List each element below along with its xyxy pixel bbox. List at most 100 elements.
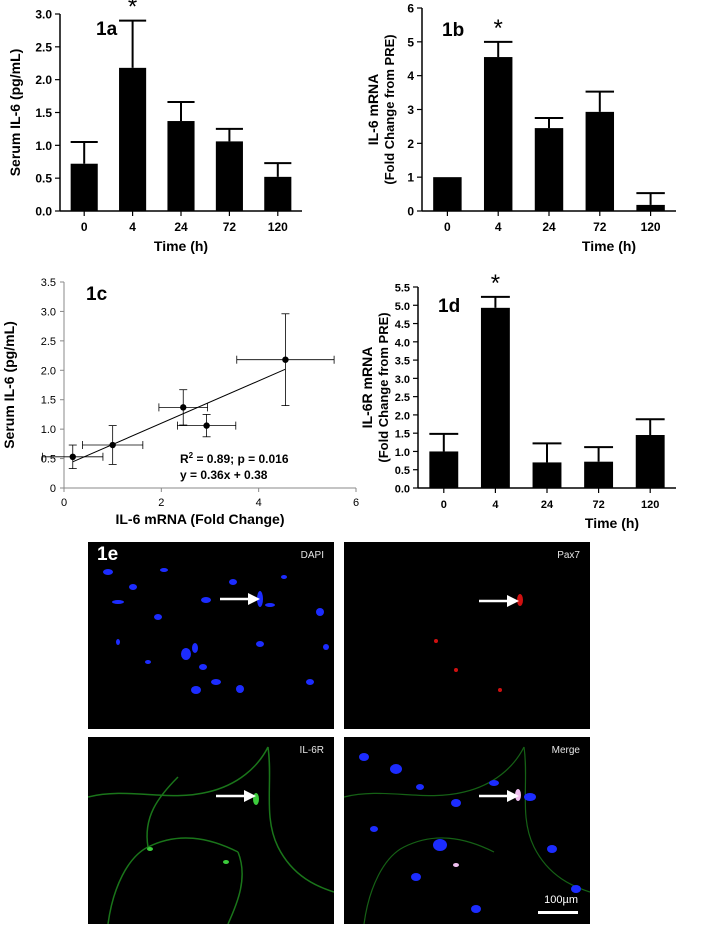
y-tick-label: 1.5 <box>41 395 56 407</box>
y-tick-label: 5 <box>407 35 414 49</box>
y-tick-label: 5.5 <box>395 283 410 295</box>
il6r-signal <box>88 746 334 924</box>
x-tick-label: 120 <box>641 499 659 511</box>
fit-annotation-r2: R2 = 0.89; p = 0.016 <box>180 451 289 466</box>
significance-star: * <box>491 270 500 297</box>
y-tick-label: 1.5 <box>395 429 410 441</box>
arrow-icon <box>220 593 260 605</box>
data-point <box>203 422 210 429</box>
y-tick-label: 0 <box>407 205 414 219</box>
y-axis-label: IL-6 mRNA <box>365 74 381 146</box>
panel-label: 1c <box>86 284 108 305</box>
bar <box>635 435 665 488</box>
fit-annotation-equation: y = 0.36x + 0.38 <box>180 468 268 482</box>
panel-label: 1d <box>438 296 460 317</box>
y-tick-label: 1.0 <box>35 139 52 153</box>
y-tick-label: 2.5 <box>41 336 56 348</box>
micrograph-il6r: IL-6R <box>88 737 334 924</box>
x-tick-label: 24 <box>541 499 554 511</box>
bar <box>119 67 147 211</box>
bar <box>429 451 459 488</box>
pax7-signal <box>434 594 523 692</box>
x-tick-label: 120 <box>268 220 288 234</box>
x-tick-label: 24 <box>542 220 556 234</box>
significance-star: * <box>128 0 137 21</box>
x-tick-label: 4 <box>256 497 262 509</box>
y-tick-label: 2.5 <box>395 392 410 404</box>
bar <box>264 176 292 211</box>
x-tick-label: 24 <box>174 220 188 234</box>
x-tick-label: 72 <box>223 220 237 234</box>
y-tick-label: 2.5 <box>35 40 52 54</box>
y-tick-label: 1.0 <box>395 447 410 459</box>
chart-1c: 0 0.5 1.0 1.5 2.0 2.5 3.0 3.5 0 2 4 6 R2 = 0.89; p =… <box>1 277 359 527</box>
chart-1a: 0.0 0.5 1.0 1.5 2.0 2.5 3.0 0 * 4 24 72 120 Time (h) S… <box>7 0 302 254</box>
x-tick-label: 4 <box>129 220 136 234</box>
x-tick-label: 72 <box>593 220 607 234</box>
y-tick-label: 4.0 <box>395 337 410 349</box>
panel-label: 1a <box>96 19 118 40</box>
bar <box>584 461 614 488</box>
y-axis-label-2: (Fold Change from PRE) <box>376 312 391 462</box>
y-tick-label: 0.5 <box>395 465 410 477</box>
y-tick-label: 6 <box>407 2 414 16</box>
dapi-nuclei <box>103 568 329 694</box>
y-tick-label: 0 <box>50 483 56 495</box>
y-axis-label: Serum IL-6 (pg/mL) <box>7 49 23 177</box>
y-axis-label: Serum IL-6 (pg/mL) <box>1 321 17 449</box>
tile-label-dapi: DAPI <box>300 550 324 561</box>
y-tick-label: 0.0 <box>35 205 52 219</box>
x-tick-label: 0 <box>61 497 67 509</box>
y-tick-label: 3.5 <box>41 277 56 289</box>
bar <box>433 177 462 211</box>
data-point <box>109 441 116 449</box>
bar <box>215 141 243 211</box>
chart-1b: 0 1 2 3 4 5 6 0 * 4 24 72 120 Time (h) IL-6 mRNA (Fold … <box>365 2 676 254</box>
x-axis-label: Time (h) <box>154 238 208 254</box>
micrograph-dapi: 1e DAPI <box>88 542 334 729</box>
x-axis-label: IL-6 mRNA (Fold Change) <box>115 511 284 527</box>
y-tick-label: 3.0 <box>41 306 56 318</box>
arrow-icon <box>479 595 519 607</box>
micrograph-pax7: Pax7 <box>344 542 590 729</box>
y-tick-label: 3 <box>407 103 414 117</box>
y-tick-label: 1 <box>407 171 414 185</box>
x-tick-label: 0 <box>444 220 451 234</box>
x-tick-label: 0 <box>81 220 88 234</box>
y-tick-label: 2.0 <box>35 73 52 87</box>
y-tick-label: 2.0 <box>395 410 410 422</box>
data-point <box>180 404 187 411</box>
y-tick-label: 0.0 <box>395 484 410 496</box>
x-tick-label: 72 <box>592 499 604 511</box>
y-axis-label: IL-6R mRNA <box>359 347 375 429</box>
y-tick-label: 4 <box>407 69 414 83</box>
data-point <box>282 356 289 363</box>
significance-star: * <box>494 15 503 42</box>
y-tick-label: 3.5 <box>395 356 410 368</box>
bar <box>167 121 195 211</box>
y-tick-label: 3.0 <box>395 374 410 386</box>
bar <box>483 57 513 211</box>
x-tick-label: 120 <box>641 220 661 234</box>
y-tick-label: 0.5 <box>35 172 52 186</box>
tile-label-pax7: Pax7 <box>557 550 580 561</box>
bar <box>585 111 615 211</box>
x-axis-label: Time (h) <box>582 238 636 254</box>
micrograph-merge: Merge 100µm <box>344 737 590 924</box>
merge-signal <box>344 746 590 924</box>
bar <box>480 307 510 488</box>
bar <box>636 204 665 211</box>
bar <box>534 128 564 211</box>
panel-label-1e: 1e <box>97 544 119 565</box>
panel-label: 1b <box>442 20 464 41</box>
y-tick-label: 5.0 <box>395 301 410 313</box>
x-tick-label: 2 <box>158 497 164 509</box>
bar <box>532 462 562 488</box>
arrow-icon <box>216 790 256 802</box>
y-tick-label: 1.5 <box>35 106 52 120</box>
tile-label-merge: Merge <box>551 745 580 756</box>
y-tick-label: 2 <box>407 137 414 151</box>
y-tick-label: 1.0 <box>41 424 56 436</box>
scale-bar-label: 100µm <box>544 894 578 906</box>
